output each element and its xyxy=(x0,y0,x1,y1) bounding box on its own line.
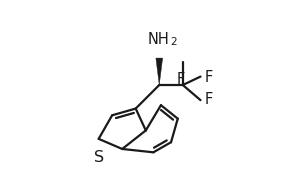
Text: F: F xyxy=(177,71,185,87)
Polygon shape xyxy=(156,58,163,85)
Text: F: F xyxy=(204,92,212,107)
Text: 2: 2 xyxy=(170,37,177,47)
Text: S: S xyxy=(94,150,105,165)
Text: F: F xyxy=(204,70,212,85)
Text: NH: NH xyxy=(148,32,169,47)
